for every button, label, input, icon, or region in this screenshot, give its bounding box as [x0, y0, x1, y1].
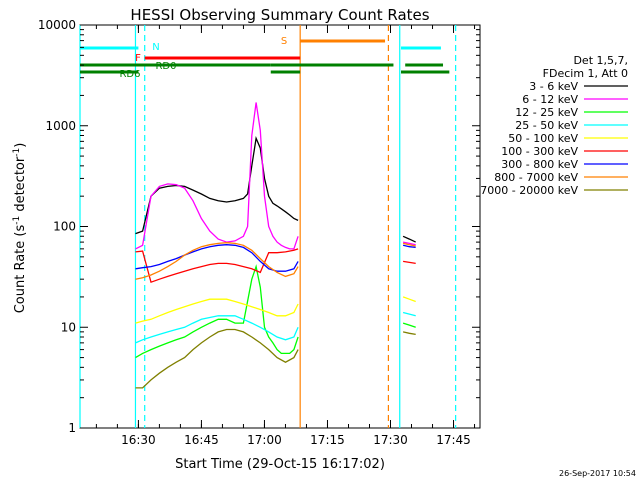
series-line-late — [402, 235, 416, 243]
plot-area: N S F RD0 RD6 — [79, 24, 481, 429]
chart-title: HESSI Observing Summary Count Rates — [130, 6, 429, 24]
x-tick-label: 16:30 — [121, 433, 156, 447]
series-line-late — [402, 311, 416, 317]
series-line-late — [402, 242, 416, 247]
legend-header: Det 1,5,7, — [573, 54, 628, 67]
y-tick-label: 1000 — [45, 119, 76, 133]
series-line — [135, 298, 299, 324]
x-tick-label: 17:15 — [310, 433, 345, 447]
legend-header: FDecim 1, Att 0 — [543, 67, 628, 80]
y-tick-label: 100 — [53, 220, 76, 234]
legend-entry-label: 25 - 50 keV — [515, 119, 578, 132]
legend-entry-label: 7000 - 20000 keV — [480, 184, 578, 197]
legend-entry-label: 100 - 300 keV — [501, 145, 578, 158]
x-axis-label: Start Time (29-Oct-15 16:17:02) — [175, 457, 385, 472]
series-line-late — [402, 244, 416, 249]
y-axis: 1 10 100 1000 10000 — [38, 18, 480, 435]
series-line-late — [402, 296, 416, 303]
x-tick-label: 17:00 — [247, 433, 282, 447]
y-tick-label: 10000 — [38, 18, 76, 32]
flag-label-f: F — [135, 53, 141, 64]
legend-entry-label: 50 - 100 keV — [508, 132, 578, 145]
legend-entry-label: 300 - 800 keV — [501, 158, 578, 171]
series-line — [135, 135, 299, 235]
x-tick-label: 16:45 — [184, 433, 219, 447]
x-axis: 16:30 16:45 17:00 17:15 17:30 17:45 — [95, 25, 476, 447]
legend-entry-label: 800 - 7000 keV — [494, 171, 578, 184]
legend-entry-label: 3 - 6 keV — [529, 80, 578, 93]
footer-timestamp: 26-Sep-2017 10:54 — [559, 469, 636, 478]
series-line-late — [402, 241, 416, 246]
legend-entry-label: 6 - 12 keV — [522, 93, 578, 106]
series-line-late — [402, 322, 416, 328]
series-line-late — [402, 260, 416, 265]
series-line — [135, 264, 299, 359]
flag-label-rd0: RD0 — [155, 61, 176, 72]
series-line-late — [402, 331, 416, 336]
y-axis-label: Count Rate (s-1 detector-1) — [12, 143, 28, 314]
x-tick-label: 17:30 — [373, 433, 408, 447]
legend-entry-label: 12 - 25 keV — [515, 106, 578, 119]
y-tick-label: 1 — [68, 421, 76, 435]
x-tick-label: 17:45 — [436, 433, 471, 447]
flag-label-s: S — [281, 36, 287, 47]
flag-label-n: N — [152, 42, 159, 53]
series-line — [135, 328, 299, 389]
series-line — [135, 102, 299, 250]
y-tick-label: 10 — [61, 320, 76, 334]
series-line — [135, 242, 299, 280]
series-line — [135, 248, 299, 284]
flag-label-rd6: RD6 — [119, 69, 140, 80]
series-line — [135, 315, 299, 344]
